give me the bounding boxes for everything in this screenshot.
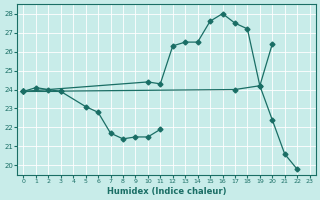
X-axis label: Humidex (Indice chaleur): Humidex (Indice chaleur) [107,187,226,196]
